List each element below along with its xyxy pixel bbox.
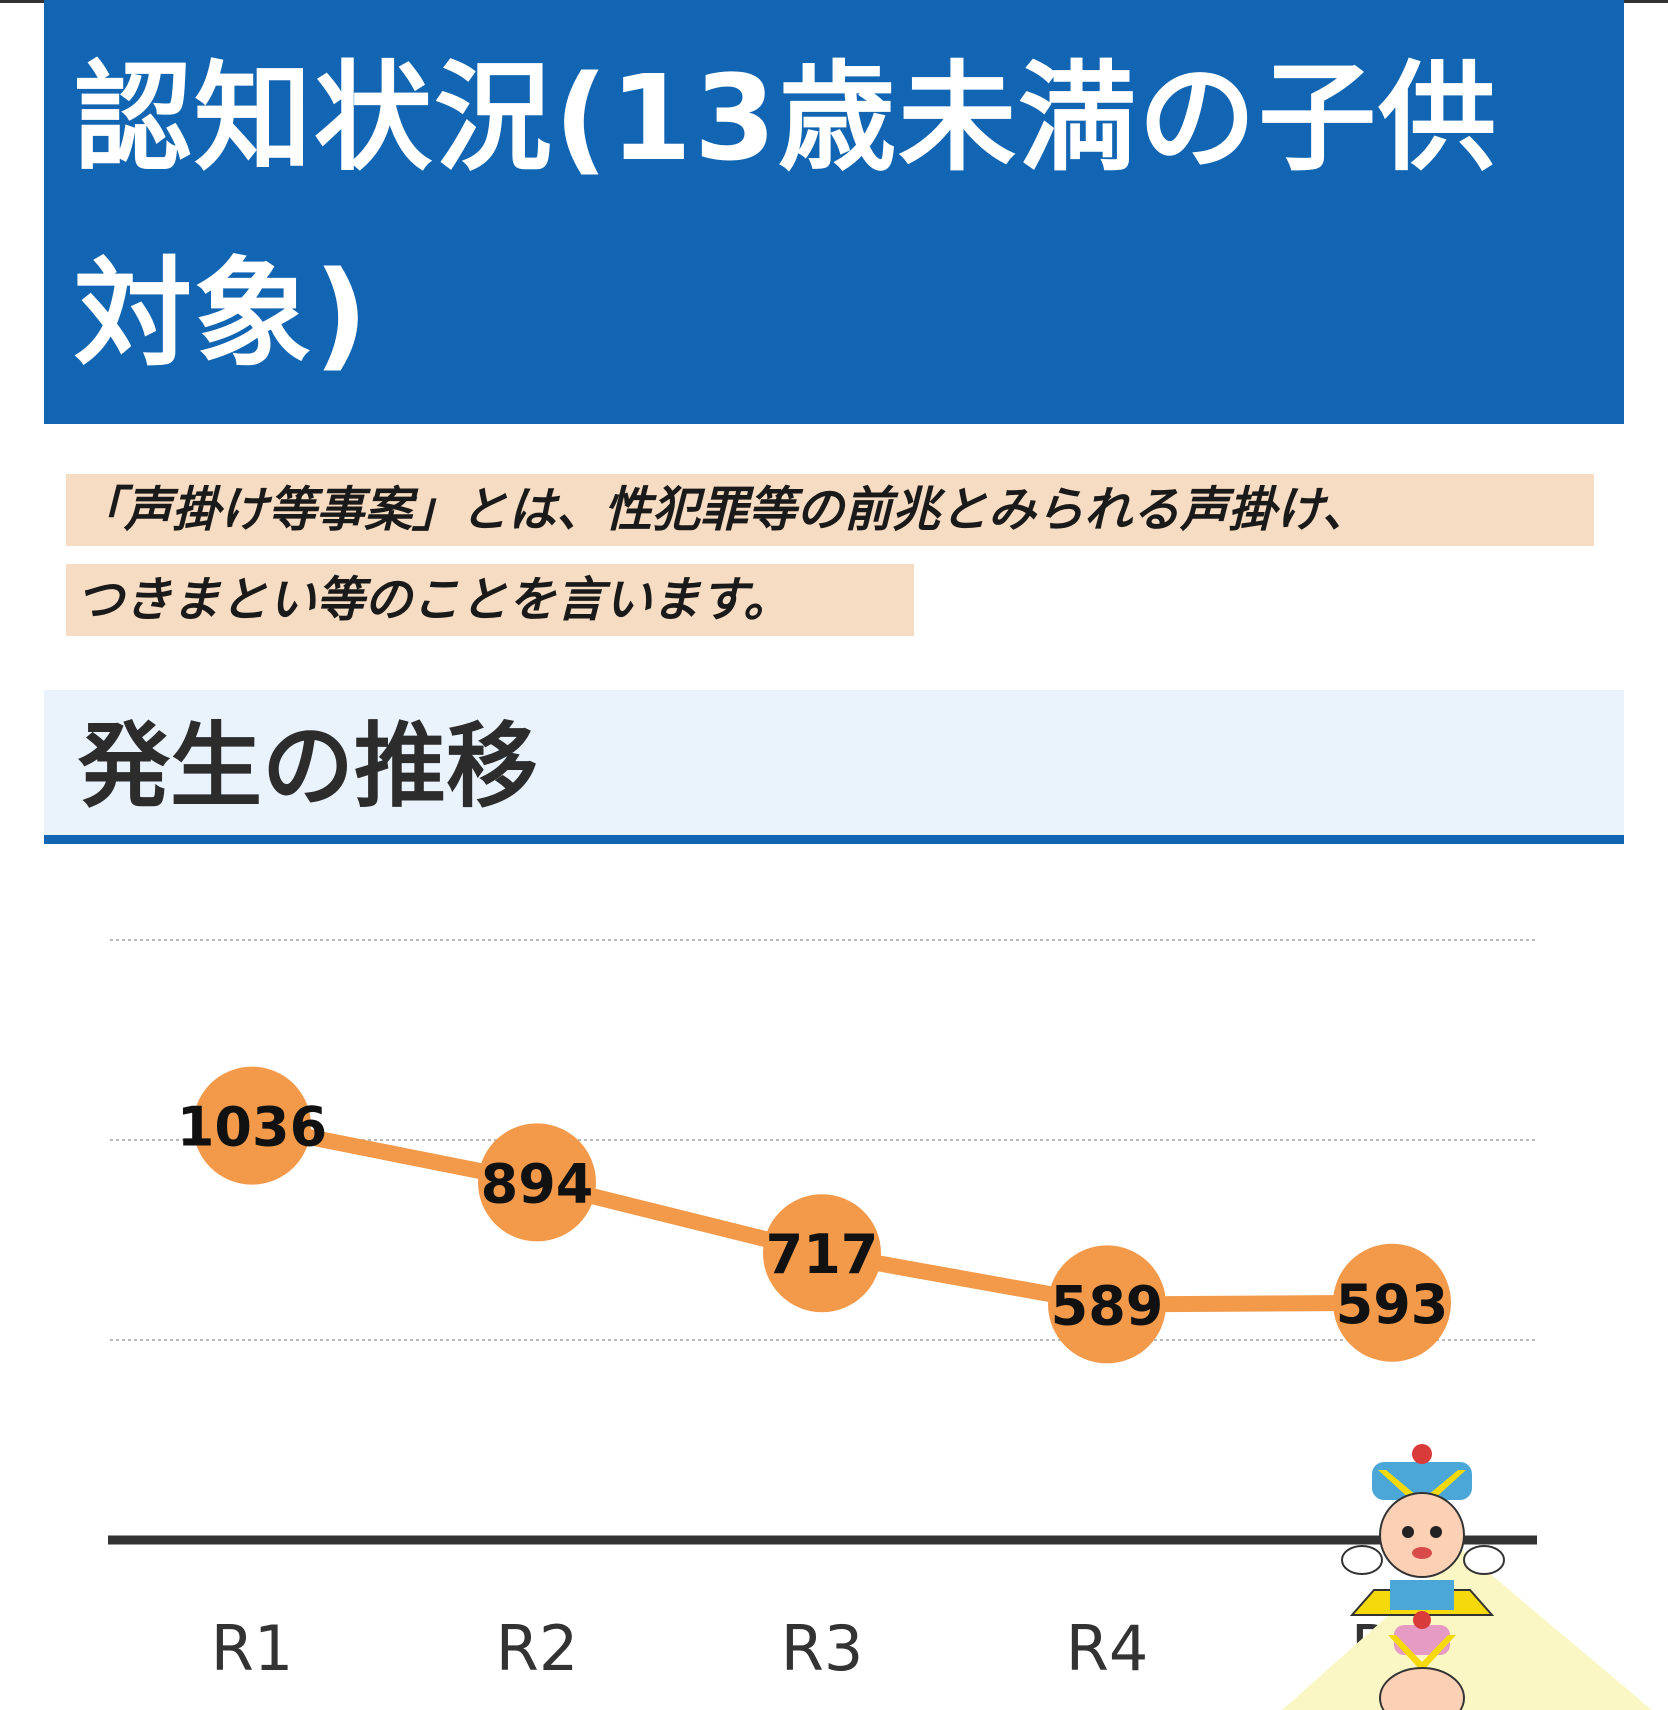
x-tick-label: R1 (211, 1612, 294, 1685)
section-header: 発生の推移 (44, 690, 1624, 844)
x-tick-label: R4 (1066, 1612, 1149, 1685)
data-point (763, 1194, 881, 1313)
definition-line-2: つきまとい等のことを言います。 (66, 564, 914, 636)
data-point (1048, 1245, 1166, 1364)
section-title: 発生の推移 (78, 713, 539, 820)
trend-line-chart: 1036894717589593R1R2R3R4R5 (108, 939, 1537, 1685)
police-mascot-image (1282, 1444, 1652, 1710)
data-point (193, 1066, 311, 1185)
data-label: 589 (1051, 1274, 1164, 1337)
x-tick-label: R3 (781, 1612, 864, 1685)
data-label: 1036 (177, 1096, 327, 1159)
data-label: 894 (481, 1152, 594, 1215)
definition-line-1: 「声掛け等事案」とは、性犯罪等の前兆とみられる声掛け、 (66, 474, 1594, 546)
x-tick-label: R2 (496, 1612, 579, 1685)
data-label: 593 (1336, 1273, 1449, 1336)
title-banner: 認知状況(13歳未満の子供対象) (44, 0, 1624, 424)
data-label: 717 (766, 1223, 879, 1286)
data-point (1333, 1243, 1451, 1362)
page-title: 認知状況(13歳未満の子供対象) (74, 49, 1499, 383)
data-point (478, 1123, 596, 1242)
